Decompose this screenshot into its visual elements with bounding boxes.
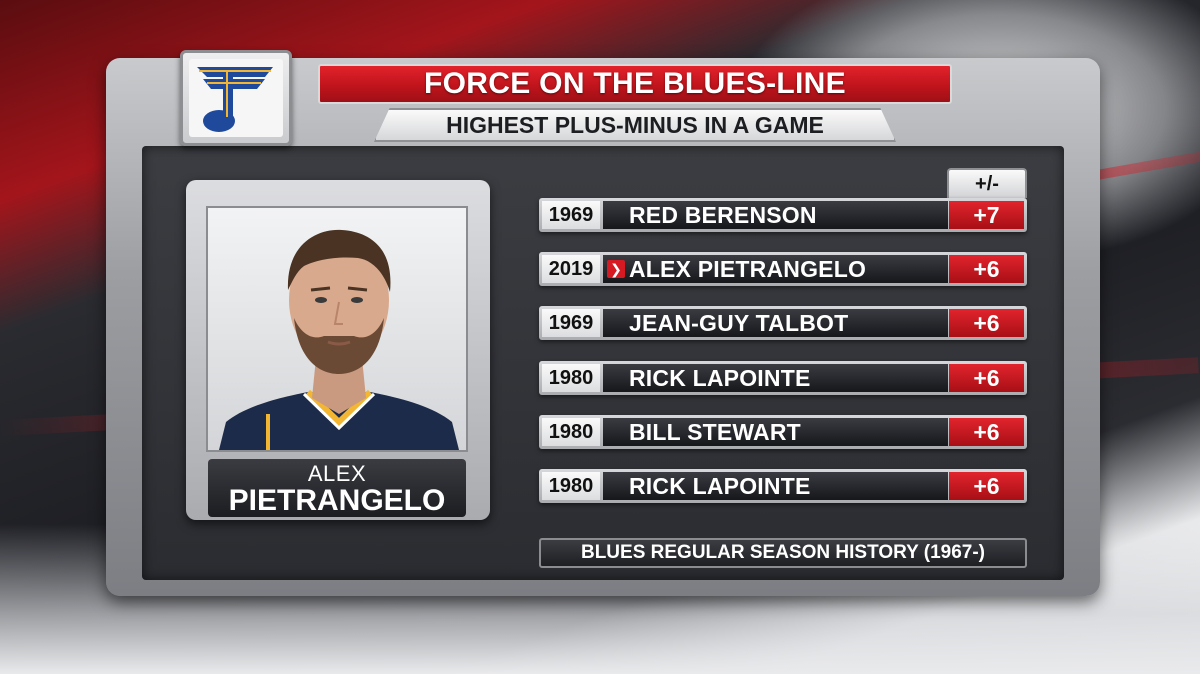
row-player-name: BILL STEWART [629,419,801,445]
row-plus-minus: +6 [949,418,1024,446]
row-name-box: RICK LAPOINTE [603,472,948,500]
plus-minus-column-header: +/- [947,168,1027,198]
row-year: 2019 [542,255,600,283]
row-plus-minus: +6 [949,255,1024,283]
stat-row: 1980 BILL STEWART +6 [539,415,1027,449]
row-year: 1969 [542,309,600,337]
row-plus-minus: +6 [949,364,1024,392]
row-name-box: BILL STEWART [603,418,948,446]
row-plus-minus: +6 [949,309,1024,337]
row-player-name: JEAN-GUY TALBOT [629,310,849,336]
row-year: 1980 [542,472,600,500]
footer-note: BLUES REGULAR SEASON HISTORY (1967-) [539,538,1027,568]
row-name-box: RICK LAPOINTE [603,364,948,392]
player-first-name: ALEX [307,461,367,486]
row-year: 1980 [542,364,600,392]
stat-row-highlighted: 2019 ❯ ALEX PIETRANGELO +6 [539,252,1027,286]
row-plus-minus: +7 [949,201,1024,229]
stat-row: 1969 RED BERENSON +7 [539,198,1027,232]
row-player-name: RICK LAPOINTE [629,365,811,391]
row-year: 1980 [542,418,600,446]
stat-row: 1980 RICK LAPOINTE +6 [539,469,1027,503]
graphic-subtitle: HIGHEST PLUS-MINUS IN A GAME [374,108,896,142]
row-plus-minus: +6 [949,472,1024,500]
graphic-title: FORCE ON THE BLUES-LINE [318,64,952,104]
player-photo [206,206,468,452]
stat-row: 1969 JEAN-GUY TALBOT +6 [539,306,1027,340]
row-name-box: JEAN-GUY TALBOT [603,309,948,337]
player-name-plate: ALEX PIETRANGELO [208,459,466,517]
row-name-box: RED BERENSON [603,201,948,229]
player-last-name: PIETRANGELO [228,484,446,517]
row-year: 1969 [542,201,600,229]
blues-note-logo-icon [197,67,273,132]
row-player-name: RICK LAPOINTE [629,473,811,499]
player-headshot-icon [219,229,459,450]
chevron-right-icon: ❯ [607,260,625,278]
row-player-name: ALEX PIETRANGELO [629,256,867,282]
row-name-box: ❯ ALEX PIETRANGELO [603,255,948,283]
team-logo [180,50,292,146]
stat-row: 1980 RICK LAPOINTE +6 [539,361,1027,395]
row-player-name: RED BERENSON [629,202,817,228]
